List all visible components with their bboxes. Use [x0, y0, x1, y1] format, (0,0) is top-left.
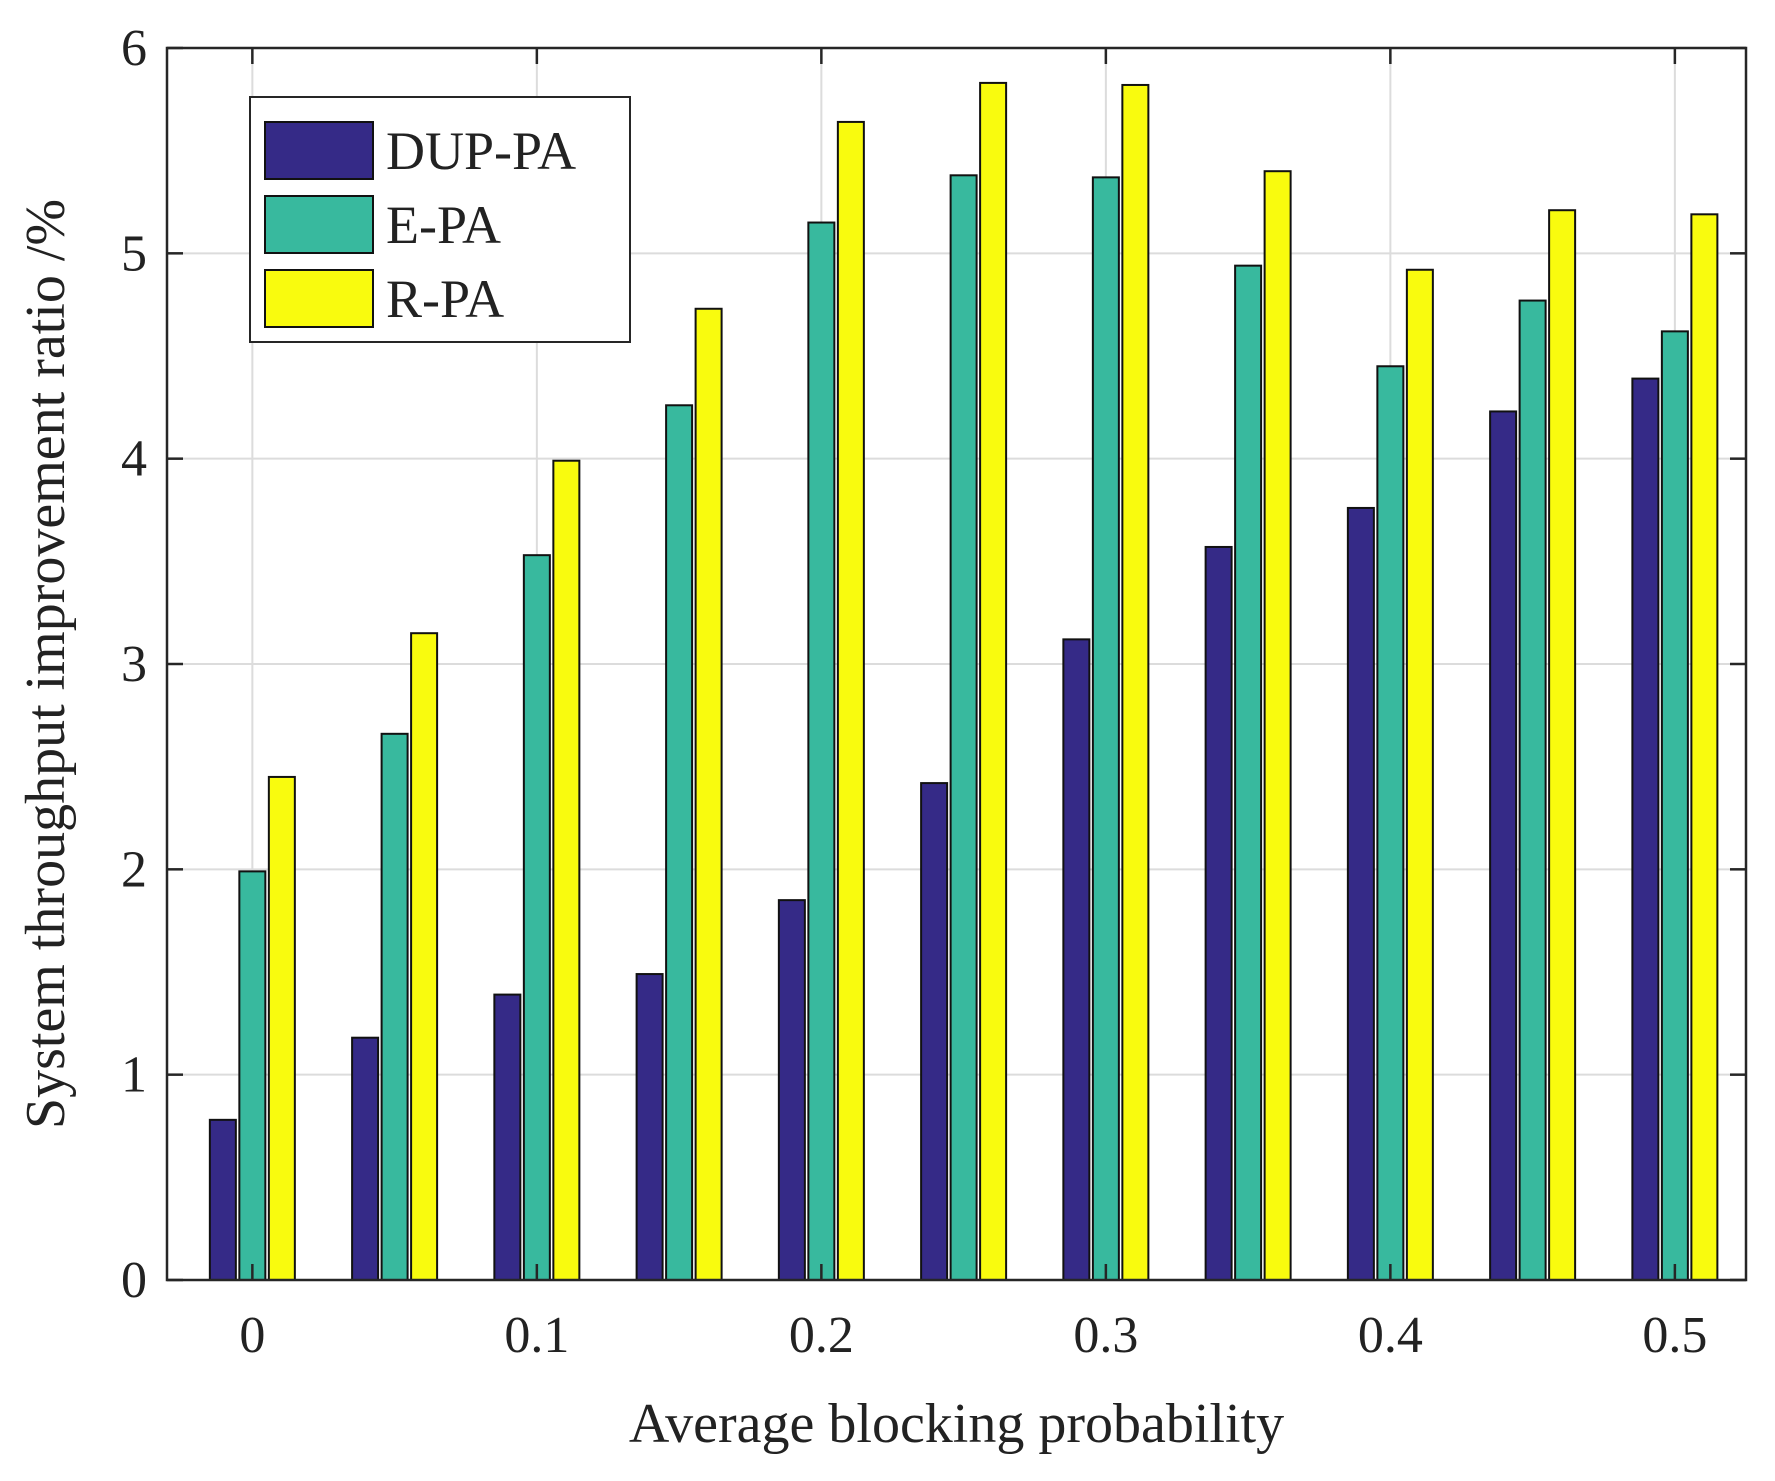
- bar: [1263, 170, 1292, 1282]
- bar: [351, 1036, 380, 1281]
- y-tick-label: 0: [121, 1252, 147, 1309]
- bar: [522, 554, 551, 1281]
- bar: [949, 174, 978, 1282]
- legend-swatch: [264, 195, 374, 254]
- bar-series-e-pa: [238, 174, 1689, 1282]
- bar: [1631, 377, 1660, 1281]
- x-tick-label: 0.3: [1073, 1307, 1138, 1364]
- axis-ticks: [167, 46, 1746, 1282]
- bar: [1518, 299, 1547, 1281]
- x-tick-label: 0.5: [1642, 1307, 1707, 1364]
- x-axis-label: Average blocking probability: [629, 1393, 1284, 1455]
- bar: [552, 459, 581, 1282]
- bar: [1091, 176, 1120, 1282]
- bar: [694, 307, 723, 1282]
- bar: [1660, 330, 1689, 1281]
- x-tick-labels: 0 0.1 0.2 0.3 0.4 0.5: [239, 1307, 1707, 1364]
- legend-label: E-PA: [386, 195, 501, 255]
- legend-item-e-pa: E-PA: [264, 195, 501, 255]
- x-tick-label: 0.4: [1358, 1307, 1423, 1364]
- bar: [1405, 268, 1434, 1281]
- bar: [267, 775, 296, 1282]
- bar: [1489, 410, 1518, 1281]
- bar: [807, 221, 836, 1282]
- bar: [380, 732, 409, 1281]
- bar: [238, 870, 267, 1281]
- legend-items: DUP-PA E-PA R-PA: [264, 121, 576, 329]
- bar-marks: [208, 81, 1719, 1282]
- y-axis-label: System throughput improvement ratio /%: [15, 199, 77, 1129]
- bar-series-r-pa: [267, 81, 1719, 1282]
- bar: [1062, 638, 1091, 1281]
- x-tick-label: 0.2: [789, 1307, 854, 1364]
- bar: [1346, 506, 1375, 1281]
- bar: [1234, 264, 1263, 1281]
- y-tick-labels: 0 1 2 3 4 5 6: [121, 20, 147, 1309]
- legend-item-r-pa: R-PA: [264, 269, 504, 329]
- y-tick-label: 2: [121, 841, 147, 898]
- x-tick-label: 0.1: [504, 1307, 569, 1364]
- y-tick-label: 5: [121, 225, 147, 282]
- bar: [836, 120, 865, 1281]
- x-tick-label: 0: [239, 1307, 265, 1364]
- bar: [410, 632, 439, 1281]
- bar: [665, 404, 694, 1281]
- bar: [208, 1118, 237, 1281]
- legend-label: DUP-PA: [386, 121, 576, 181]
- bar: [635, 973, 664, 1281]
- y-tick-label: 1: [121, 1047, 147, 1104]
- legend-item-dup-pa: DUP-PA: [264, 121, 576, 181]
- bar: [1548, 209, 1577, 1281]
- legend-swatch: [264, 121, 374, 180]
- bar: [920, 782, 949, 1281]
- bar: [979, 81, 1008, 1282]
- legend: DUP-PA E-PA R-PA: [249, 96, 631, 343]
- bar: [1376, 365, 1405, 1281]
- legend-swatch: [264, 269, 374, 328]
- bar: [1204, 545, 1233, 1281]
- bar-series-dup-pa: [208, 377, 1660, 1282]
- bar: [493, 993, 522, 1281]
- legend-label: R-PA: [386, 269, 504, 329]
- y-tick-label: 3: [121, 636, 147, 693]
- bar: [1121, 83, 1150, 1282]
- bar: [777, 899, 806, 1282]
- y-tick-label: 4: [121, 431, 147, 488]
- y-tick-label: 6: [121, 20, 147, 77]
- bar: [1690, 213, 1719, 1282]
